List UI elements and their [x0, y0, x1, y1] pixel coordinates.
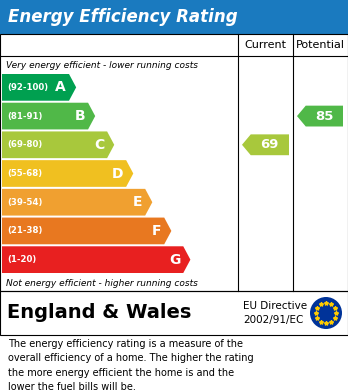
Bar [0, 34, 348, 291]
Text: Potential: Potential [296, 40, 345, 50]
Circle shape [310, 297, 342, 329]
Text: England & Wales: England & Wales [7, 303, 191, 323]
Text: B: B [74, 109, 85, 123]
Text: (92-100): (92-100) [7, 83, 48, 92]
Polygon shape [2, 246, 190, 273]
Polygon shape [2, 74, 76, 101]
Polygon shape [2, 217, 171, 244]
Polygon shape [2, 189, 152, 215]
Bar [0, 0, 348, 34]
Polygon shape [2, 103, 95, 129]
Text: (21-38): (21-38) [7, 226, 42, 235]
Text: (81-91): (81-91) [7, 111, 42, 120]
Text: Very energy efficient - lower running costs: Very energy efficient - lower running co… [6, 61, 198, 70]
Text: 85: 85 [315, 109, 333, 122]
Text: EU Directive: EU Directive [243, 301, 307, 311]
Text: (39-54): (39-54) [7, 198, 42, 207]
Text: G: G [169, 253, 180, 267]
Polygon shape [2, 160, 133, 187]
Polygon shape [297, 106, 343, 127]
Text: A: A [55, 81, 66, 94]
Text: Energy Efficiency Rating: Energy Efficiency Rating [8, 8, 238, 26]
Text: E: E [133, 195, 142, 209]
Text: F: F [152, 224, 161, 238]
Text: Current: Current [245, 40, 286, 50]
Text: 69: 69 [260, 138, 279, 151]
Bar [0, 291, 348, 335]
Text: (1-20): (1-20) [7, 255, 36, 264]
Text: C: C [94, 138, 104, 152]
Text: The energy efficiency rating is a measure of the
overall efficiency of a home. T: The energy efficiency rating is a measur… [8, 339, 254, 391]
Polygon shape [242, 135, 289, 155]
Text: 2002/91/EC: 2002/91/EC [243, 315, 303, 325]
Text: (55-68): (55-68) [7, 169, 42, 178]
Polygon shape [2, 131, 114, 158]
Text: (69-80): (69-80) [7, 140, 42, 149]
Text: D: D [112, 167, 123, 181]
Text: Not energy efficient - higher running costs: Not energy efficient - higher running co… [6, 278, 198, 287]
